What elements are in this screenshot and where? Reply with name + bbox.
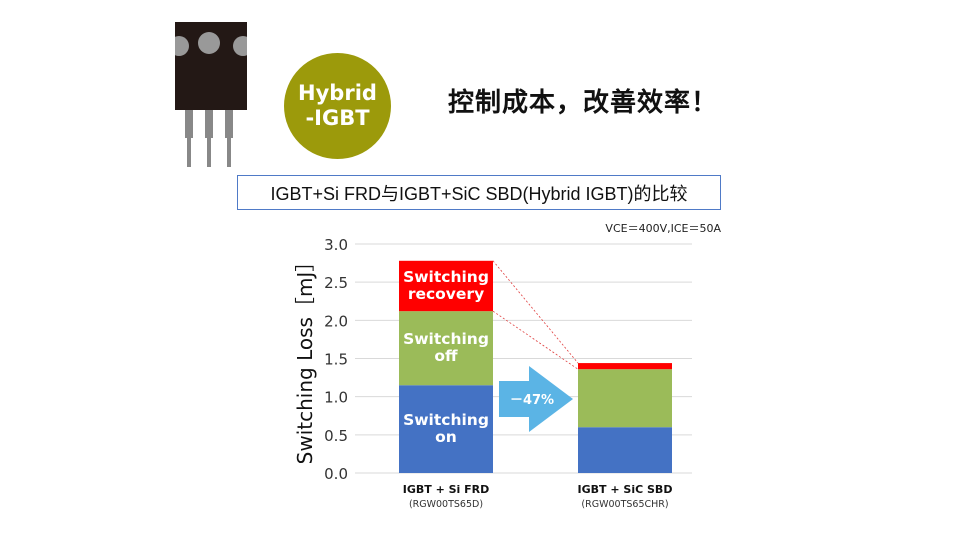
y-tick-label: 0.5 [324,427,348,445]
y-tick-label: 1.0 [324,389,348,407]
y-tick-label: 3.0 [324,236,348,254]
segment-label: Switching [403,411,489,429]
segment-label: Switching [403,330,489,348]
segment-label: Switching [403,268,489,286]
bar-segment-recovery [578,363,672,370]
bar-segment-on [578,427,672,473]
x-category-sublabel: (RGW00TS65D) [409,499,483,510]
condition-note: VCE＝400V,ICE＝50A [605,222,721,235]
connector-line [492,260,579,364]
hybrid-igbt-badge: Hybrid -IGBT [284,53,391,159]
bar-segment-off [399,311,493,386]
bar-segment-recovery [399,260,493,312]
x-category-label: IGBT + Si FRD [403,483,490,496]
y-tick-label: 1.5 [324,351,348,369]
y-axis-label: Switching Loss［mJ］ [293,252,317,465]
reduction-arrow-icon [499,366,573,432]
comparison-subtitle: IGBT+Si FRD与IGBT+SiC SBD(Hybrid IGBT)的比较 [237,175,721,210]
reduction-label: －47% [510,393,554,408]
segment-label: on [435,428,457,446]
bar-segment-on [399,385,493,473]
y-tick-label: 2.0 [324,312,348,330]
badge-line-2: -IGBT [305,106,370,130]
y-tick-label: 0.0 [324,465,348,483]
x-category-sublabel: (RGW00TS65CHR) [581,499,668,510]
connector-line [492,310,579,370]
segment-label: off [434,347,458,365]
badge-line-1: Hybrid [298,81,377,105]
bar-segment-off [578,369,672,428]
y-tick-label: 2.5 [324,274,348,292]
segment-label: recovery [408,285,484,303]
headline: 控制成本，改善效率！ [448,88,719,118]
x-category-label: IGBT + SiC SBD [578,483,673,496]
